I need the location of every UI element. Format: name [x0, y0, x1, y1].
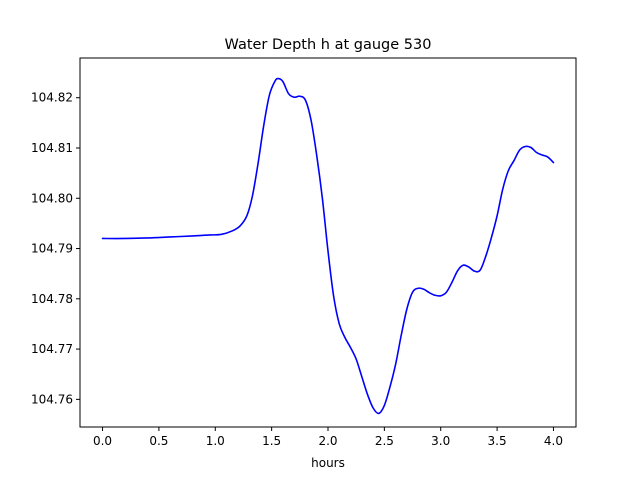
x-tick-label: 0.0: [93, 434, 112, 448]
y-axis: 104.76 104.77 104.78 104.79 104.80 104.81 104.…: [31, 91, 80, 406]
y-tick-label: 104.76: [31, 392, 73, 406]
x-tick-label: 0.5: [149, 434, 168, 448]
x-tick-label: 1.5: [262, 434, 281, 448]
x-tick-label: 3.0: [431, 434, 450, 448]
x-tick-label: 2.5: [375, 434, 394, 448]
series-layer: [101, 77, 555, 415]
x-tick-label: 1.0: [206, 434, 225, 448]
series-line-1: [101, 77, 555, 415]
y-tick-label: 104.78: [31, 292, 73, 306]
x-tick-label: 2.0: [318, 434, 337, 448]
x-tick-label: 3.5: [488, 434, 507, 448]
x-axis: 0.0 0.5 1.0 1.5 2.0 2.5 3.0 3.5 4.0: [93, 427, 563, 448]
y-tick-label: 104.81: [31, 141, 73, 155]
x-tick-label: 4.0: [544, 434, 563, 448]
y-tick-label: 104.79: [31, 242, 73, 256]
chart-title: Water Depth h at gauge 530: [225, 37, 432, 53]
y-tick-label: 104.77: [31, 342, 73, 356]
x-axis-label: hours: [311, 456, 345, 470]
y-tick-label: 104.80: [31, 191, 73, 205]
y-tick-label: 104.82: [31, 91, 73, 105]
